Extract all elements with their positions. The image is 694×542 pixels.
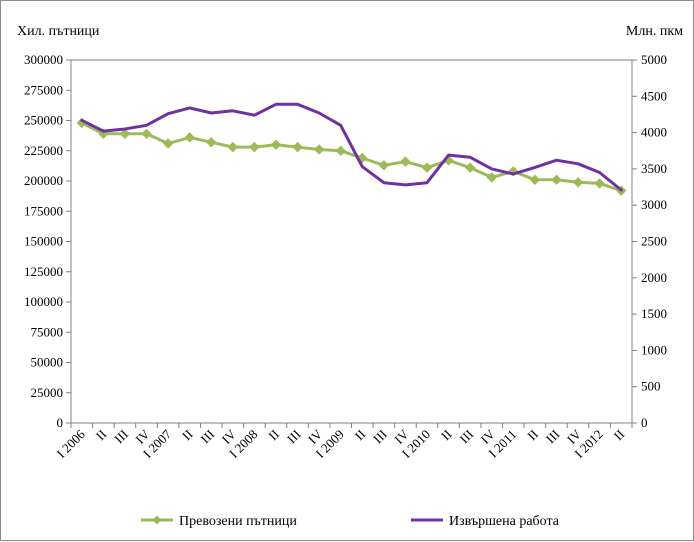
x-tick-label: I 2006 — [54, 426, 89, 461]
y-left-tick-label: 175000 — [24, 203, 63, 218]
data-point-marker — [572, 177, 584, 188]
x-tick-label: II — [93, 427, 110, 444]
data-point-marker — [378, 160, 390, 171]
y-left-axis-title: Хил. пътници — [17, 24, 100, 39]
data-point-marker — [486, 172, 497, 183]
y-right-tick-label: 5000 — [641, 52, 667, 67]
x-tick-label: III — [198, 427, 218, 447]
data-point-marker — [249, 141, 260, 153]
data-point-marker — [162, 138, 174, 149]
y-left-tick-label: 300000 — [24, 52, 63, 67]
x-tick-label: II — [524, 427, 541, 444]
legend-label-1: Превозени пътници — [179, 514, 297, 529]
data-point-marker — [529, 174, 541, 185]
series-line-2 — [80, 102, 623, 192]
y-left-tick-label: 225000 — [24, 143, 63, 158]
data-point-marker — [313, 144, 325, 155]
y-right-tick-label: 4500 — [641, 88, 667, 103]
data-point-marker — [119, 128, 131, 140]
data-point-marker — [270, 139, 282, 150]
y-left-tick-label: 25000 — [31, 385, 64, 400]
y-left-tick-label: 250000 — [24, 113, 63, 128]
data-point-marker — [141, 128, 152, 140]
y-right-axis-title: Млн. пкм — [626, 24, 683, 39]
y-left-tick-label: 275000 — [24, 82, 63, 97]
x-tick-label: III — [284, 427, 304, 447]
data-point-marker — [292, 141, 303, 153]
data-point-marker — [400, 156, 411, 167]
legend-marker-1 — [152, 515, 162, 525]
y-left-tick-label: 100000 — [24, 294, 63, 309]
y-left-tick-label: 125000 — [24, 264, 63, 279]
data-point-marker — [551, 174, 562, 185]
x-tick-label: II — [265, 427, 282, 444]
x-tick-label: III — [370, 427, 390, 447]
y-right-tick-label: 3500 — [641, 161, 667, 176]
x-tick-label: II — [179, 427, 196, 444]
y-right-tick-label: 4000 — [641, 125, 667, 140]
y-left-tick-label: 50000 — [31, 355, 64, 370]
y-right-tick-label: 1500 — [641, 306, 667, 321]
y-right-tick-label: 3000 — [641, 197, 667, 212]
x-tick-label: II — [611, 427, 628, 444]
y-left-tick-label: 75000 — [31, 324, 64, 339]
y-right-tick-label: 2000 — [641, 270, 667, 285]
data-point-marker — [464, 162, 476, 173]
data-point-marker — [421, 162, 433, 173]
y-left-tick-label: 200000 — [24, 173, 63, 188]
legend-label-2: Извършена работа — [449, 514, 560, 529]
plot-area — [70, 59, 633, 424]
y-right-tick-label: 0 — [641, 415, 648, 430]
x-tick-label: II — [352, 427, 369, 444]
y-left-tick-label: 150000 — [24, 234, 63, 249]
data-point-marker — [335, 145, 346, 156]
data-point-marker — [594, 178, 605, 189]
y-right-tick-label: 500 — [641, 379, 661, 394]
data-point-marker — [206, 137, 217, 148]
data-point-marker — [227, 141, 239, 153]
series-line-1 — [80, 121, 623, 193]
x-tick-label: II — [438, 427, 455, 444]
x-tick-label: III — [456, 427, 476, 447]
x-tick-label: III — [111, 427, 131, 447]
x-tick-label: III — [543, 427, 563, 447]
y-right-tick-label: 2500 — [641, 234, 667, 249]
y-left-tick-label: 0 — [57, 415, 64, 430]
y-right-tick-label: 1000 — [641, 342, 667, 357]
data-point-marker — [184, 132, 195, 143]
